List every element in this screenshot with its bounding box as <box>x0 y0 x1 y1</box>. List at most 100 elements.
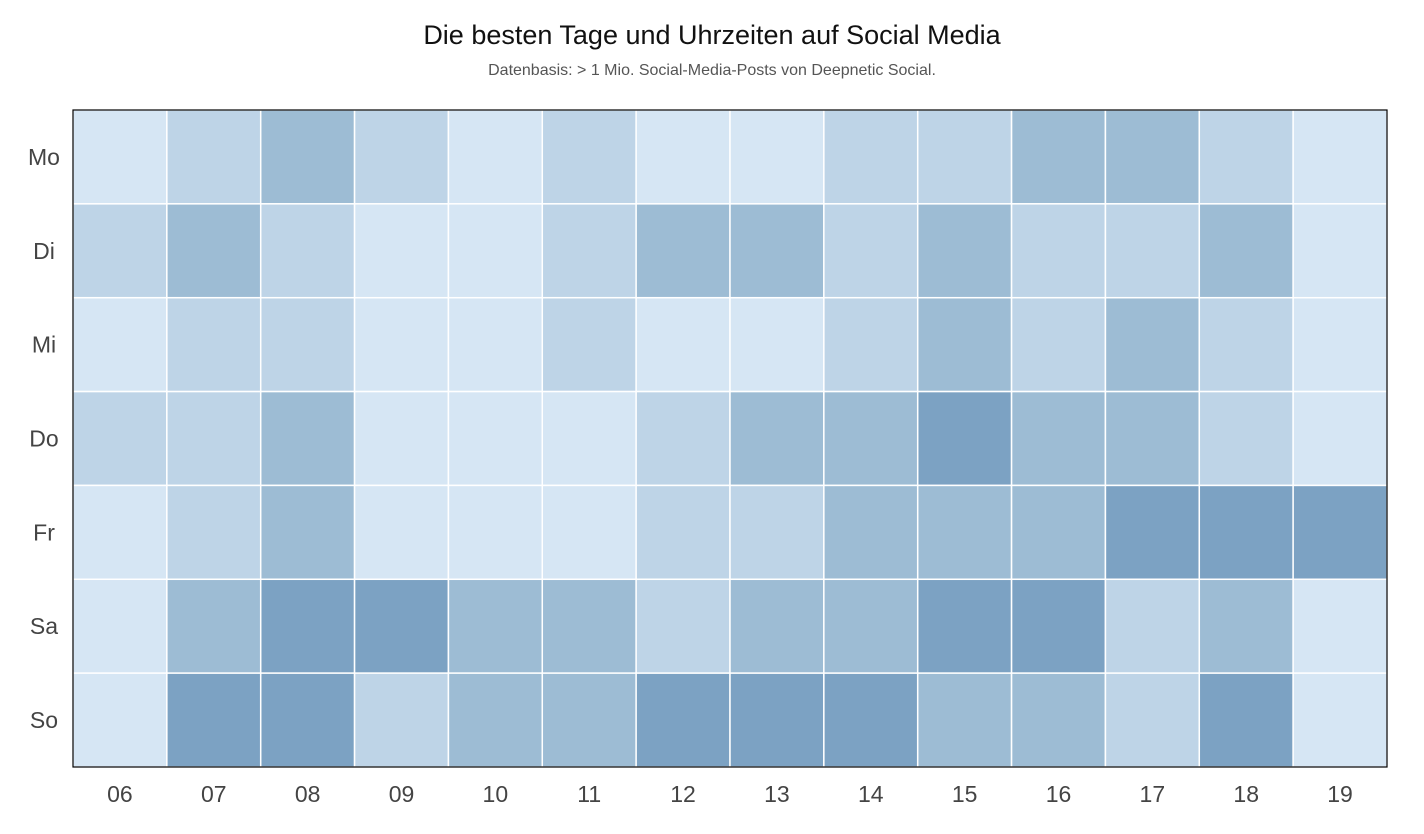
heatmap-cell-Mo-15 <box>916 109 1013 205</box>
x-tick-label-11: 11 <box>577 781 601 807</box>
heatmap-cell-Sa-06 <box>72 578 168 674</box>
x-tick-label-06: 06 <box>107 781 133 807</box>
heatmap-cell-Mi-15 <box>916 296 1013 393</box>
x-tick-label-08: 08 <box>295 781 321 807</box>
heatmap-cell-Fr-09 <box>353 484 450 581</box>
x-tick-label-18: 18 <box>1233 781 1259 807</box>
x-axis-labels: 06 07 08 09 10 11 12 13 14 15 16 17 18 19 <box>107 781 1353 807</box>
x-tick-label-17: 17 <box>1140 781 1166 807</box>
heatmap-cell-Fr-19 <box>1292 484 1388 581</box>
heatmap-cell-Do-11 <box>541 390 637 487</box>
y-tick-label-Mo: Mo <box>28 144 60 170</box>
heatmap-cell-Do-17 <box>1104 390 1201 487</box>
y-tick-label-Sa: Sa <box>30 613 58 639</box>
heatmap-cell-Mo-19 <box>1292 109 1388 205</box>
heatmap-cell-Fr-10 <box>447 484 544 581</box>
heatmap-cell-So-10 <box>447 672 544 768</box>
heatmap-cell-Di-16 <box>1010 203 1107 299</box>
y-tick-label-Di: Di <box>33 238 55 264</box>
heatmap-cell-Mi-06 <box>72 296 168 393</box>
plot-frame <box>72 109 1388 768</box>
heatmap-cell-Mi-12 <box>635 296 731 393</box>
chart-title: Die besten Tage und Uhrzeiten auf Social… <box>423 20 1001 50</box>
heatmap-cell-Sa-11 <box>541 578 637 674</box>
heatmap-cell-So-16 <box>1010 672 1107 768</box>
heatmap-cell-Fr-06 <box>72 484 168 581</box>
heatmap-cell-Fr-14 <box>823 484 919 581</box>
heatmap-cell-Sa-10 <box>447 578 544 674</box>
heatmap-cell-Fr-17 <box>1104 484 1201 581</box>
heatmap-cell-Do-06 <box>72 390 168 487</box>
heatmap-cell-Sa-16 <box>1010 578 1107 674</box>
y-tick-label-Do: Do <box>29 426 58 452</box>
heatmap-cell-So-15 <box>916 672 1013 768</box>
heatmap-cell-So-09 <box>353 672 450 768</box>
heatmap-cell-Di-15 <box>916 203 1013 299</box>
heatmap-cell-Sa-18 <box>1198 578 1294 674</box>
heatmap-cell-Fr-11 <box>541 484 637 581</box>
heatmap-cell-Do-13 <box>729 390 825 487</box>
heatmap-cell-Di-17 <box>1104 203 1201 299</box>
heatmap-cell-Di-08 <box>259 203 356 299</box>
heatmap-cell-Mo-06 <box>72 109 168 205</box>
heatmap-cell-Mi-10 <box>447 296 544 393</box>
heatmap-cell-Do-16 <box>1010 390 1107 487</box>
heatmap-cell-Fr-18 <box>1198 484 1294 581</box>
heatmap-cell-Fr-12 <box>635 484 731 581</box>
y-tick-label-Mi: Mi <box>32 332 56 358</box>
heatmap-cell-Sa-07 <box>166 578 262 674</box>
heatmap-cell-So-18 <box>1198 672 1294 768</box>
heatmap-cell-Di-12 <box>635 203 731 299</box>
heatmap-cell-Mo-16 <box>1010 109 1107 205</box>
heatmap-cell-Sa-17 <box>1104 578 1201 674</box>
heatmap-cell-Mo-18 <box>1198 109 1294 205</box>
heatmap-cell-Sa-15 <box>916 578 1013 674</box>
heatmap-cells <box>72 109 1388 768</box>
heatmap-cell-Sa-08 <box>259 578 356 674</box>
heatmap-cell-Mo-12 <box>635 109 731 205</box>
heatmap-cell-Mi-17 <box>1104 296 1201 393</box>
heatmap-cell-Di-10 <box>447 203 544 299</box>
x-tick-label-16: 16 <box>1046 781 1072 807</box>
heatmap-cell-Di-07 <box>166 203 262 299</box>
heatmap-cell-Mo-14 <box>823 109 919 205</box>
heatmap-cell-Mo-09 <box>353 109 450 205</box>
heatmap-cell-Fr-15 <box>916 484 1013 581</box>
heatmap-cell-Mi-13 <box>729 296 825 393</box>
heatmap-cell-Di-11 <box>541 203 637 299</box>
heatmap-cell-Sa-14 <box>823 578 919 674</box>
heatmap-cell-Mo-10 <box>447 109 544 205</box>
heatmap-cell-Di-13 <box>729 203 825 299</box>
heatmap-cell-So-19 <box>1292 672 1388 768</box>
heatmap-cell-Mi-16 <box>1010 296 1107 393</box>
heatmap-cell-Mo-07 <box>166 109 262 205</box>
heatmap-cell-Do-12 <box>635 390 731 487</box>
heatmap-cell-Mo-08 <box>259 109 356 205</box>
heatmap-cell-Do-09 <box>353 390 450 487</box>
heatmap-cell-Di-18 <box>1198 203 1294 299</box>
heatmap-cell-Fr-16 <box>1010 484 1107 581</box>
heatmap-cell-So-17 <box>1104 672 1201 768</box>
chart-subtitle: Datenbasis: > 1 Mio. Social-Media-Posts … <box>488 62 936 79</box>
heatmap-cell-Mo-11 <box>541 109 637 205</box>
heatmap-cell-Sa-09 <box>353 578 450 674</box>
heatmap-cell-Di-06 <box>72 203 168 299</box>
heatmap-cell-Sa-13 <box>729 578 825 674</box>
heatmap-cell-Mo-13 <box>729 109 825 205</box>
x-tick-label-15: 15 <box>952 781 978 807</box>
heatmap-cell-Di-14 <box>823 203 919 299</box>
heatmap-cell-So-06 <box>72 672 168 768</box>
heatmap-cell-So-13 <box>729 672 825 768</box>
heatmap-cell-Mo-17 <box>1104 109 1201 205</box>
heatmap-cell-Sa-12 <box>635 578 731 674</box>
x-tick-label-07: 07 <box>201 781 227 807</box>
y-axis-labels: Mo Di Mi Do Fr Sa So <box>28 144 60 733</box>
heatmap-cell-Do-07 <box>166 390 262 487</box>
y-tick-label-So: So <box>30 707 58 733</box>
heatmap-cell-Sa-19 <box>1292 578 1388 674</box>
heatmap-cell-So-12 <box>635 672 731 768</box>
heatmap-cell-Fr-08 <box>259 484 356 581</box>
x-tick-label-09: 09 <box>389 781 415 807</box>
heatmap-cell-Mi-08 <box>259 296 356 393</box>
